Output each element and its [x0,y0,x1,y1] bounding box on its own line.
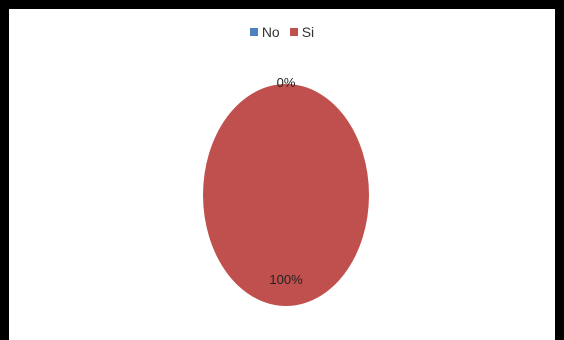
legend: No Si [0,24,564,40]
legend-item-no: No [249,24,280,40]
legend-swatch-no [249,28,258,36]
data-label-si: 100% [269,272,303,287]
pie-slice-si [203,84,369,306]
legend-item-si: Si [289,24,315,40]
legend-label-no: No [261,24,280,40]
legend-label-si: Si [301,24,315,40]
data-label-no: 0% [277,75,296,90]
legend-swatch-si [289,28,298,36]
